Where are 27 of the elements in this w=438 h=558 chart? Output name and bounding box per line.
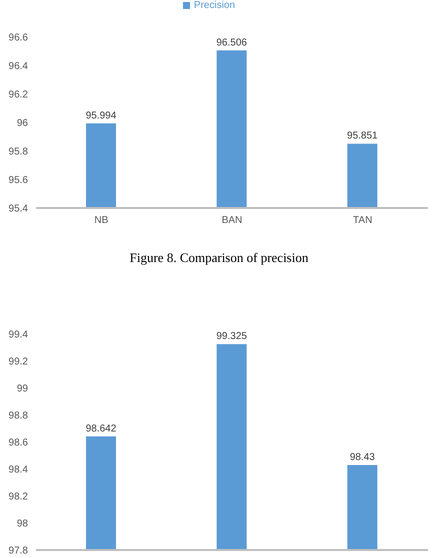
y-tick-label: 99.2 — [8, 356, 28, 368]
x-tick-label: TAN — [353, 215, 372, 226]
x-tick-label: NB — [94, 215, 109, 226]
y-tick-label: 96.2 — [8, 90, 28, 101]
y-tick-label: 95.8 — [8, 146, 28, 158]
data-label: 98.43 — [350, 452, 376, 463]
y-tick-label: 95.4 — [8, 204, 28, 215]
y-tick-label: 96.6 — [8, 32, 28, 44]
y-tick-label: 98.8 — [8, 410, 28, 422]
caption: Figure 8. Comparison of precision — [128, 250, 310, 266]
data-label: 96.506 — [216, 37, 248, 48]
data-label: 95.994 — [86, 110, 117, 122]
data-label: 99.325 — [216, 331, 248, 342]
y-tick-label: 96 — [16, 118, 28, 130]
data-label: 95.851 — [347, 130, 378, 142]
y-tick-label: 98.6 — [8, 438, 28, 449]
y-tick-label: 99 — [16, 384, 28, 395]
y-tick-label: 96.4 — [8, 61, 28, 72]
y-tick-label: 99.4 — [8, 330, 28, 341]
y-tick-label: 98.4 — [8, 464, 28, 476]
y-tick-label: 95.6 — [8, 175, 28, 186]
x-tick-label: BAN — [222, 215, 242, 226]
y-tick-label: 98 — [16, 518, 28, 530]
legend-label: Precision — [194, 0, 236, 11]
y-tick-label: 98.2 — [8, 492, 28, 503]
y-tick-label: 97.8 — [8, 546, 28, 557]
data-label: 98.642 — [86, 423, 117, 434]
